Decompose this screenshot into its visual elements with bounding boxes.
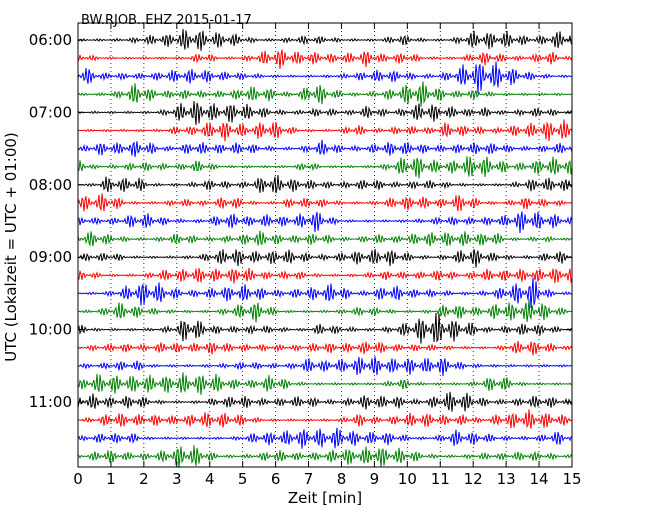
trace-15 (77, 277, 573, 309)
trace-13 (77, 248, 573, 268)
trace-2 (77, 49, 573, 69)
trace-17 (77, 312, 573, 344)
trace-14 (77, 267, 573, 284)
trace-11 (77, 211, 573, 234)
x-tick-label: 9 (370, 470, 380, 488)
x-tick-label: 7 (304, 470, 314, 488)
x-tick-label: 2 (139, 470, 149, 488)
x-tick-label: 10 (398, 470, 417, 488)
x-tick-label: 6 (271, 470, 281, 488)
trace-20 (77, 372, 573, 395)
chart-title: BW.RJOB..EHZ 2015-01-17 (81, 13, 252, 28)
y-axis-ticks: 06:00 07:00 08:00 09:00 10:00 11:00 (29, 31, 572, 411)
x-tick-label: 4 (205, 470, 215, 488)
x-tick-label: 0 (73, 470, 83, 488)
trace-5 (77, 101, 573, 126)
x-tick-label: 3 (172, 470, 182, 488)
trace-23 (77, 427, 573, 449)
x-axis-ticks: 0 1 2 3 4 5 6 7 8 9 10 11 12 13 14 15 (73, 23, 582, 488)
trace-18 (77, 341, 573, 356)
trace-24 (77, 445, 573, 468)
x-tick-label: 5 (238, 470, 248, 488)
trace-7 (77, 139, 573, 158)
trace-9 (77, 175, 573, 194)
trace-8 (77, 156, 573, 179)
trace-3 (77, 61, 573, 94)
trace-4 (77, 81, 573, 107)
y-tick-label: 09:00 (29, 248, 72, 266)
x-tick-label: 8 (337, 470, 347, 488)
x-tick-label: 14 (530, 470, 549, 488)
trace-12 (77, 230, 573, 247)
x-tick-label: 13 (497, 470, 516, 488)
x-tick-label: 1 (106, 470, 116, 488)
trace-16 (77, 299, 573, 323)
seismic-traces (77, 28, 573, 468)
y-axis-label: UTC (Lokalzeit = UTC + 01:00) (2, 132, 20, 362)
plot-frame (77, 22, 573, 468)
trace-19 (77, 356, 573, 377)
x-axis-label: Zeit [min] (288, 489, 362, 507)
x-tick-label: 15 (562, 470, 581, 488)
trace-22 (77, 409, 573, 429)
trace-6 (77, 119, 573, 142)
trace-1 (77, 28, 573, 51)
y-tick-label: 08:00 (29, 176, 72, 194)
x-tick-label: 11 (431, 470, 450, 488)
trace-21 (77, 391, 573, 412)
y-tick-label: 06:00 (29, 31, 72, 49)
x-tick-label: 12 (464, 470, 483, 488)
y-tick-label: 07:00 (29, 103, 72, 121)
y-tick-label: 10:00 (29, 321, 72, 339)
y-tick-label: 11:00 (29, 393, 72, 411)
trace-10 (77, 193, 573, 212)
